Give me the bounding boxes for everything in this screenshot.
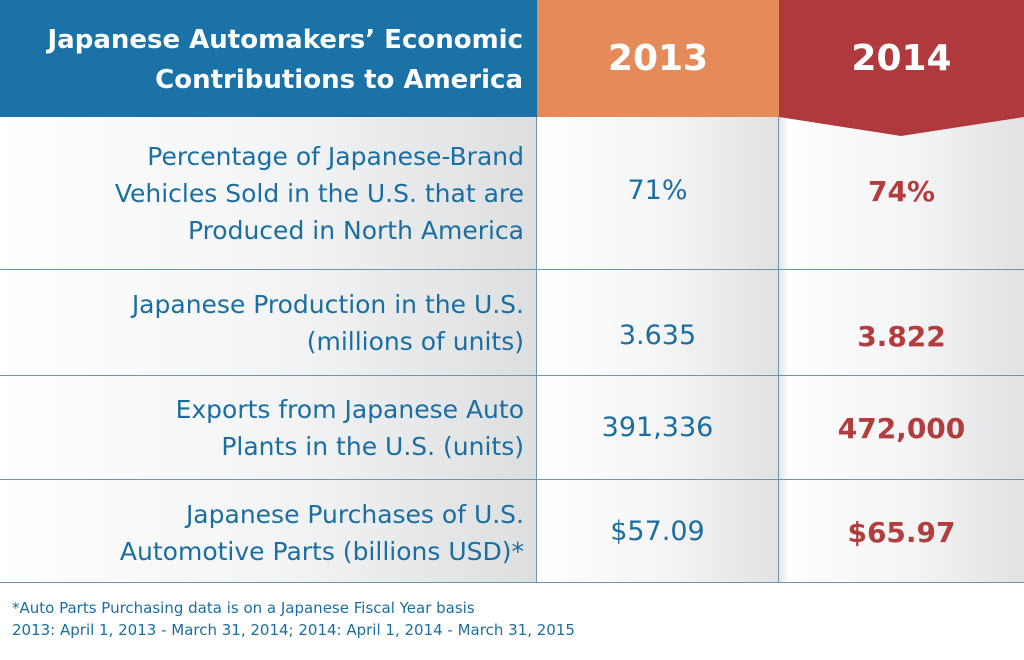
value-2013-text: 3.635	[618, 320, 697, 351]
row-label: Japanese Purchases of U.S. Automotive Pa…	[0, 480, 537, 582]
row-label: Percentage of Japanese-Brand Vehicles So…	[0, 117, 537, 269]
row-label: Exports from Japanese Auto Plants in the…	[0, 376, 537, 479]
value-2013: $57.09	[537, 480, 779, 582]
value-2014-text: 472,000	[837, 412, 966, 445]
column-header-2014-ribbon	[779, 0, 1024, 136]
value-2013: 71%	[537, 117, 779, 269]
value-2014-text: $65.97	[847, 516, 956, 549]
column-header-2013: 2013	[537, 0, 779, 117]
value-2013: 3.635	[537, 270, 779, 375]
table-row-us-production: Japanese Production in the U.S. (million…	[0, 270, 1024, 376]
value-2014-text: 74%	[867, 175, 936, 208]
table-row-parts-purchases: Japanese Purchases of U.S. Automotive Pa…	[0, 480, 1024, 583]
footnote-line-1: *Auto Parts Purchasing data is on a Japa…	[12, 599, 475, 617]
table-title: Japanese Automakers’ Economic Contributi…	[0, 0, 537, 117]
table-row-exports: Exports from Japanese Auto Plants in the…	[0, 376, 1024, 480]
value-2014: 472,000	[779, 376, 1024, 479]
value-2013: 391,336	[537, 376, 779, 479]
value-2014: 3.822	[779, 270, 1024, 375]
column-header-2013-label: 2013	[607, 38, 709, 79]
value-2013-text: 391,336	[601, 412, 714, 443]
footnote: *Auto Parts Purchasing data is on a Japa…	[12, 597, 575, 641]
column-header-2014-label: 2014	[851, 38, 952, 79]
table-row-vehicles-produced: Percentage of Japanese-Brand Vehicles So…	[0, 117, 1024, 270]
column-header-2014: 2014	[779, 0, 1024, 137]
value-2014: $65.97	[779, 480, 1024, 582]
value-2013-text: 71%	[627, 175, 688, 206]
contributions-table: Japanese Automakers’ Economic Contributi…	[0, 0, 1024, 583]
value-2014-text: 3.822	[857, 320, 946, 353]
row-label: Japanese Production in the U.S. (million…	[0, 270, 537, 375]
value-2013-text: $57.09	[610, 516, 705, 547]
value-2014: 74%	[779, 117, 1024, 269]
footnote-line-2: 2013: April 1, 2013 - March 31, 2014; 20…	[12, 621, 575, 639]
